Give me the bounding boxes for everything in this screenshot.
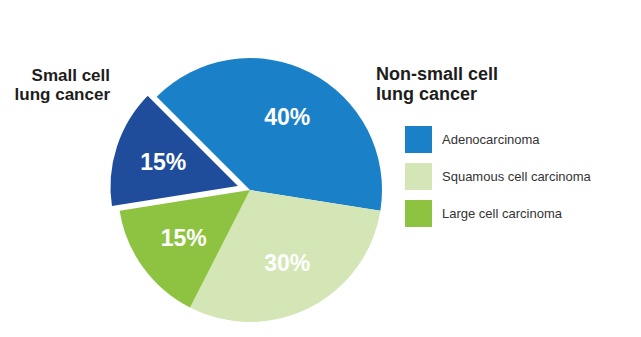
html-text:Adenocarcinoma: Adenocarcinoma (442, 132, 540, 147)
html-text:Small cell lung cancer: Small cell lung cancer (14, 66, 110, 104)
svg-text:40%: 40% (264, 104, 310, 130)
svg-text:30%: 30% (264, 250, 310, 276)
html-text:Squamous cell carcinoma: Squamous cell carcinoma (442, 169, 591, 184)
svg-text:15%: 15% (161, 225, 207, 251)
html-text:Non-small cell lung cancer: Non-small cell lung cancer (376, 64, 498, 104)
html-text:Large cell carcinoma: Large cell carcinoma (442, 206, 562, 221)
svg-text:15%: 15% (140, 149, 186, 175)
